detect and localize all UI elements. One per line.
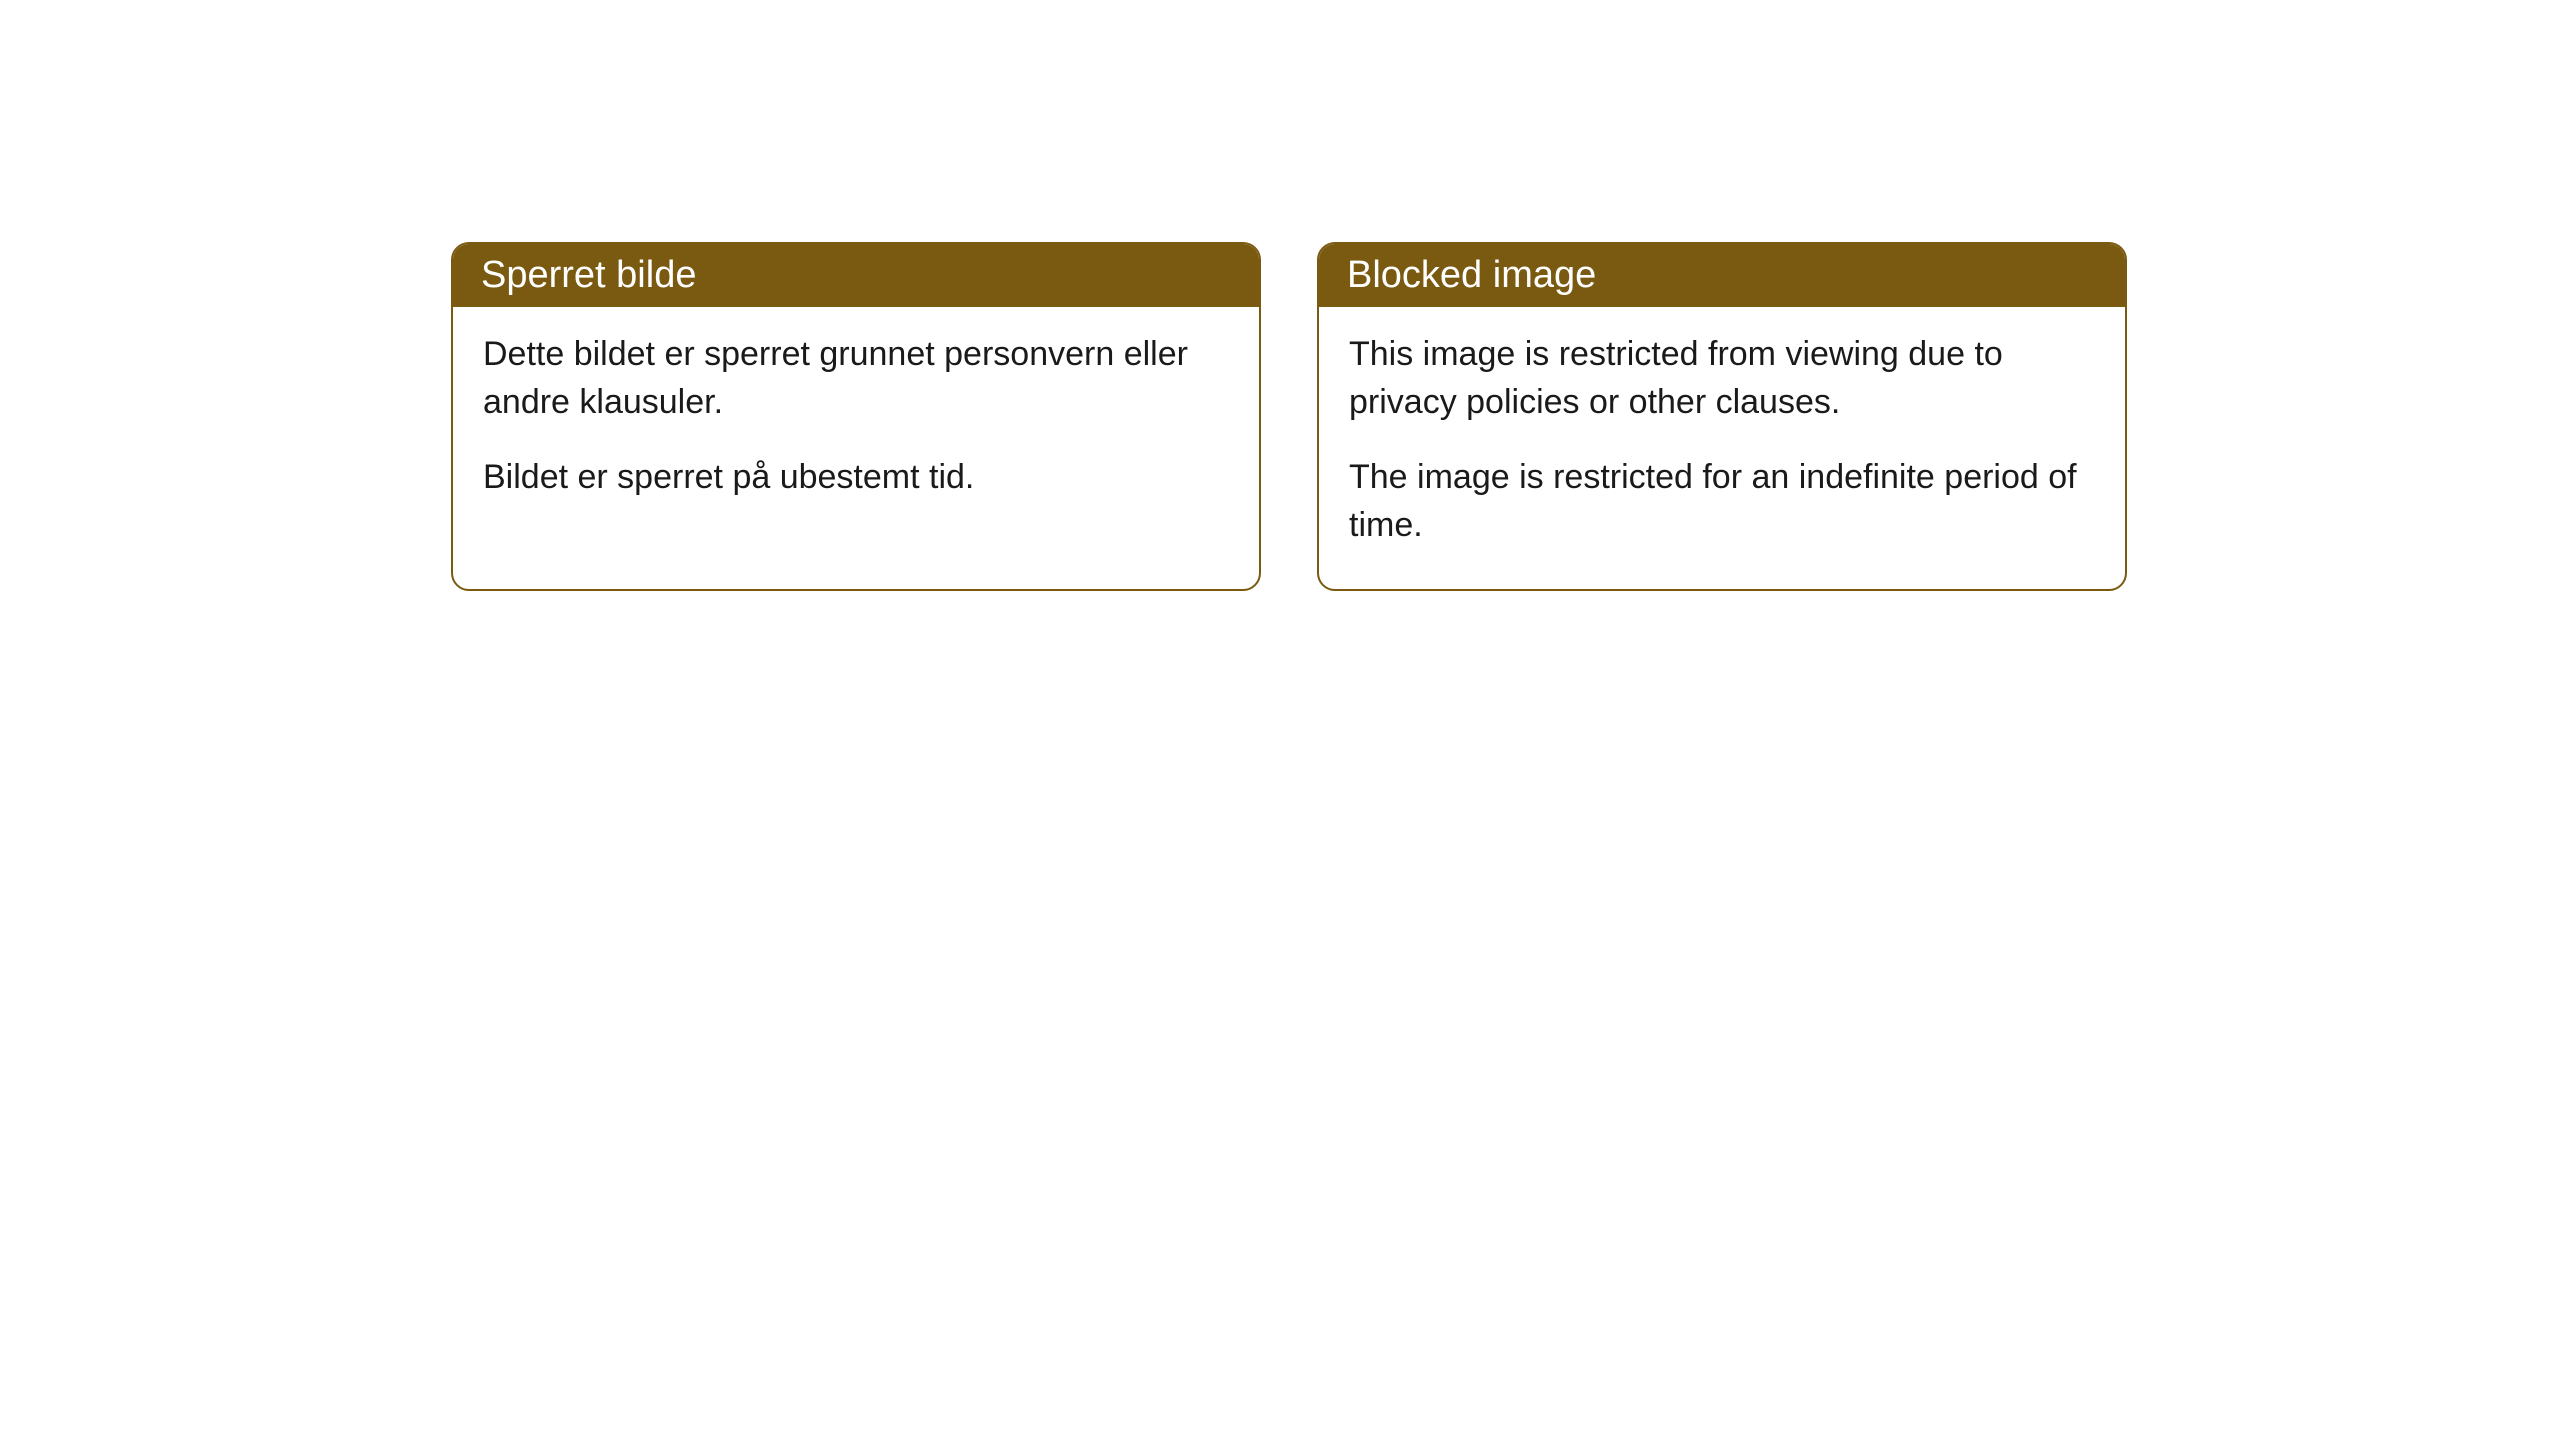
card-paragraph: Dette bildet er sperret grunnet personve… (483, 331, 1229, 426)
card-title: Sperret bilde (481, 254, 696, 296)
card-body: Dette bildet er sperret grunnet personve… (453, 307, 1259, 542)
notice-cards-container: Sperret bilde Dette bildet er sperret gr… (451, 242, 2127, 591)
card-body: This image is restricted from viewing du… (1319, 307, 2125, 589)
card-paragraph: Bildet er sperret på ubestemt tid. (483, 454, 1229, 502)
notice-card-english: Blocked image This image is restricted f… (1317, 242, 2127, 591)
notice-card-norwegian: Sperret bilde Dette bildet er sperret gr… (451, 242, 1261, 591)
card-paragraph: This image is restricted from viewing du… (1349, 331, 2095, 426)
card-header: Sperret bilde (453, 244, 1259, 307)
card-header: Blocked image (1319, 244, 2125, 307)
card-title: Blocked image (1347, 254, 1596, 296)
card-paragraph: The image is restricted for an indefinit… (1349, 454, 2095, 549)
